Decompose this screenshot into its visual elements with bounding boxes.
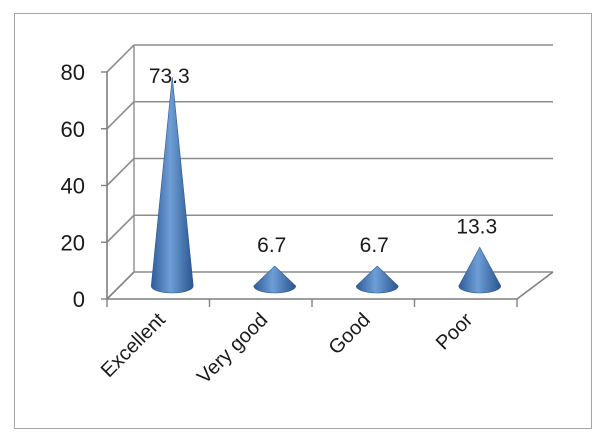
cone-body [355, 265, 399, 294]
gridline-side [106, 44, 135, 73]
cone-body [150, 76, 194, 294]
x-category-label: Good [325, 309, 375, 359]
y-tick-label: 20 [61, 230, 85, 255]
chart-frame [14, 13, 592, 429]
cone-poor [458, 246, 502, 294]
gridline-side [106, 101, 135, 130]
y-tick-label: 60 [61, 117, 85, 142]
data-label: 6.7 [257, 234, 286, 257]
gridline-side [106, 214, 135, 243]
cone-body [253, 265, 297, 294]
axes [101, 45, 554, 307]
x-category-label: Very good [193, 309, 272, 388]
y-axis-ticks: 0 20 40 60 80 [61, 60, 85, 312]
gridline-side [106, 157, 135, 187]
y-tick-label: 80 [61, 60, 85, 85]
cone-excellent [150, 76, 194, 294]
floor-right-edge [516, 271, 554, 300]
data-labels: 73.3 6.7 6.7 13.3 [149, 65, 497, 257]
x-axis-categories: Excellent Very good Good Poor [97, 309, 478, 389]
cone-very-good [253, 265, 297, 294]
gridline-side [106, 271, 135, 300]
data-label: 13.3 [456, 215, 497, 238]
y-tick-label: 40 [61, 174, 85, 199]
y-tick-label: 0 [73, 287, 85, 312]
cone-series [150, 76, 502, 294]
data-label: 73.3 [149, 65, 190, 88]
cone-body [458, 246, 502, 294]
data-label: 6.7 [360, 234, 389, 257]
x-category-label: Excellent [97, 309, 170, 382]
cone-good [355, 265, 399, 294]
x-category-label: Poor [432, 309, 478, 355]
